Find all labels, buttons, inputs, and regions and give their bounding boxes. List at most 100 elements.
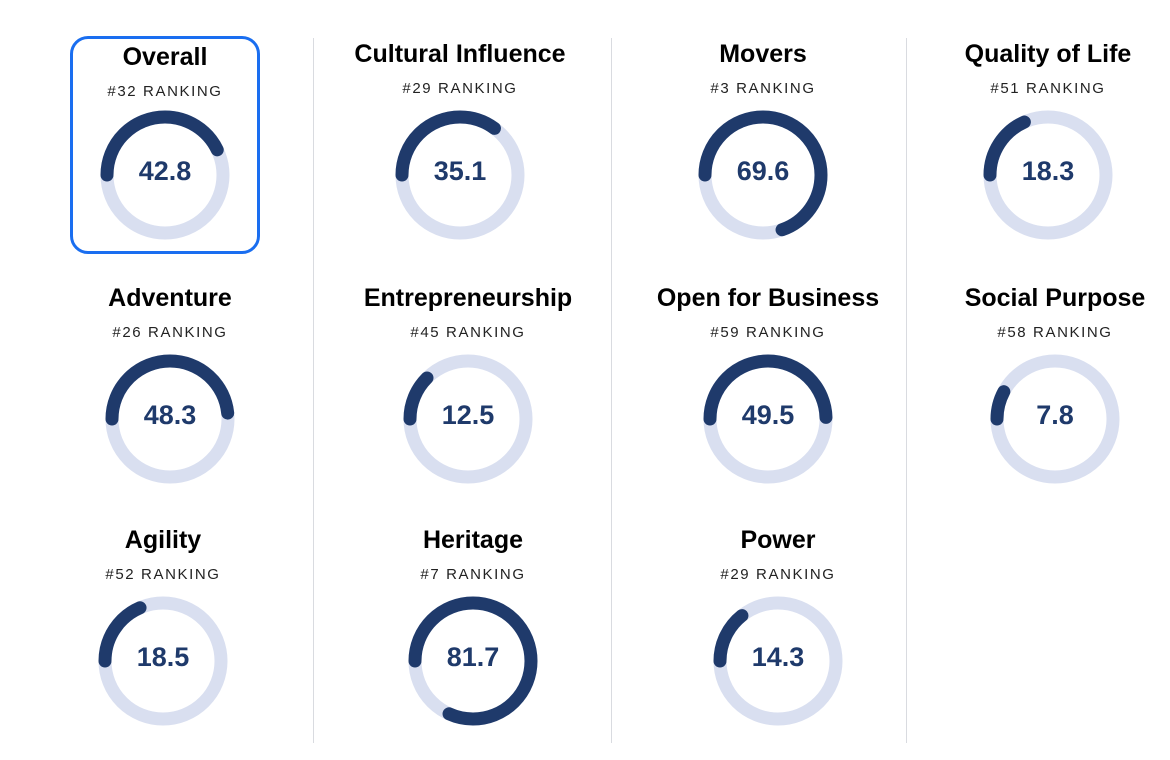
- ranking-suffix: RANKING: [438, 80, 518, 97]
- category-card-agility[interactable]: Agility #52 RANKING 18.5: [68, 522, 258, 740]
- category-ranking: #51 RANKING: [913, 80, 1170, 97]
- ranking-number: #45: [410, 324, 441, 341]
- score-gauge: 7.8: [984, 348, 1126, 490]
- ranking-number: #58: [997, 324, 1028, 341]
- category-title: Quality of Life: [964, 40, 1132, 68]
- ranking-number: #3: [710, 80, 731, 97]
- ranking-suffix: RANKING: [746, 324, 826, 341]
- score-value: 7.8: [1036, 400, 1074, 430]
- gauge-ring: [983, 110, 1113, 240]
- category-ranking: #52 RANKING: [28, 566, 298, 583]
- column-divider-1: [313, 38, 314, 743]
- gauge-arc: [403, 354, 533, 484]
- category-ranking: #29 RANKING: [325, 80, 595, 97]
- category-card-adventure[interactable]: Adventure #26 RANKING 48.3: [75, 280, 265, 498]
- category-title: Entrepreneurship: [363, 284, 573, 312]
- ranking-number: #52: [105, 566, 136, 583]
- ranking-suffix: RANKING: [148, 324, 228, 341]
- category-card-power[interactable]: Power #29 RANKING 14.3: [683, 522, 873, 740]
- category-card-entrepreneurship[interactable]: Entrepreneurship #45 RANKING 12.5: [364, 280, 572, 498]
- ranking-number: #59: [710, 324, 741, 341]
- score-gauge: 49.5: [697, 348, 839, 490]
- category-ranking: #59 RANKING: [633, 324, 903, 341]
- gauge-arc: [983, 110, 1113, 240]
- score-value: 49.5: [741, 400, 795, 430]
- ranking-suffix: RANKING: [141, 566, 221, 583]
- score-value: 18.3: [1021, 156, 1075, 186]
- ranking-suffix: RANKING: [446, 324, 526, 341]
- score-gauge: 12.5: [397, 348, 539, 490]
- category-card-cultural-influence[interactable]: Cultural Influence #29 RANKING 35.1: [354, 36, 566, 254]
- column-divider-2: [611, 38, 612, 743]
- score-gauge: 14.3: [707, 590, 849, 732]
- gauge-arc: [105, 354, 235, 484]
- score-gauge: 18.5: [92, 590, 234, 732]
- gauge-arc: [703, 354, 833, 484]
- gauge-ring: [703, 354, 833, 484]
- ranking-suffix: RANKING: [736, 80, 816, 97]
- gauge-ring: [395, 110, 525, 240]
- gauge-ring: [98, 596, 228, 726]
- category-card-open-for-business[interactable]: Open for Business #59 RANKING 49.5: [657, 280, 879, 498]
- category-ranking: #32 RANKING: [33, 83, 297, 100]
- gauge-ring: [713, 596, 843, 726]
- gauge-ring: [990, 354, 1120, 484]
- category-ranking: #29 RANKING: [643, 566, 913, 583]
- ranking-suffix: RANKING: [143, 83, 223, 100]
- category-title: Agility: [124, 526, 202, 554]
- column-divider-3: [906, 38, 907, 743]
- score-gauge: 42.8: [94, 104, 236, 246]
- category-ranking: #26 RANKING: [35, 324, 305, 341]
- ranking-number: #32: [107, 83, 138, 100]
- gauge-arc: [990, 354, 1120, 484]
- score-gauge: 69.6: [692, 104, 834, 246]
- category-title: Adventure: [108, 284, 232, 312]
- category-card-heritage[interactable]: Heritage #7 RANKING 81.7: [378, 522, 568, 740]
- score-value: 69.6: [736, 156, 790, 186]
- score-value: 81.7: [446, 642, 500, 672]
- ranking-suffix: RANKING: [1033, 324, 1113, 341]
- category-title: Heritage: [422, 526, 524, 554]
- ranking-suffix: RANKING: [1026, 80, 1106, 97]
- gauge-arc: [713, 596, 843, 726]
- gauge-arc: [100, 110, 230, 240]
- ranking-suffix: RANKING: [446, 566, 526, 583]
- category-title: Social Purpose: [964, 284, 1146, 312]
- score-value: 18.5: [136, 642, 190, 672]
- category-ranking: #7 RANKING: [338, 566, 608, 583]
- category-title: Movers: [719, 40, 807, 68]
- gauge-arc: [698, 110, 828, 240]
- gauge-ring: [698, 110, 828, 240]
- category-ranking: #58 RANKING: [920, 324, 1170, 341]
- score-gauge: 81.7: [402, 590, 544, 732]
- ranking-suffix: RANKING: [756, 566, 836, 583]
- ranking-number: #51: [990, 80, 1021, 97]
- score-value: 14.3: [751, 642, 805, 672]
- category-title: Overall: [122, 43, 208, 71]
- category-ranking: #3 RANKING: [628, 80, 898, 97]
- gauge-ring: [105, 354, 235, 484]
- category-card-quality-of-life[interactable]: Quality of Life #51 RANKING 18.3: [953, 36, 1143, 254]
- category-ranking: #45 RANKING: [333, 324, 603, 341]
- category-title: Cultural Influence: [354, 40, 566, 68]
- category-title: Open for Business: [656, 284, 880, 312]
- gauge-ring: [408, 596, 538, 726]
- gauge-arc: [408, 596, 538, 726]
- score-gauge: 48.3: [99, 348, 241, 490]
- score-gauge: 35.1: [389, 104, 531, 246]
- ranking-number: #29: [402, 80, 433, 97]
- gauge-arc: [98, 596, 228, 726]
- gauge-arc: [395, 110, 525, 240]
- category-card-overall[interactable]: Overall #32 RANKING 42.8: [70, 36, 260, 254]
- score-gauge: 18.3: [977, 104, 1119, 246]
- category-card-social-purpose[interactable]: Social Purpose #58 RANKING 7.8: [960, 280, 1150, 498]
- score-value: 42.8: [138, 156, 192, 186]
- score-value: 35.1: [433, 156, 487, 186]
- ranking-number: #29: [720, 566, 751, 583]
- score-value: 48.3: [143, 400, 197, 430]
- gauge-ring: [403, 354, 533, 484]
- ranking-number: #26: [112, 324, 143, 341]
- category-card-movers[interactable]: Movers #3 RANKING 69.6: [668, 36, 858, 254]
- ranking-number: #7: [420, 566, 441, 583]
- gauge-ring: [100, 110, 230, 240]
